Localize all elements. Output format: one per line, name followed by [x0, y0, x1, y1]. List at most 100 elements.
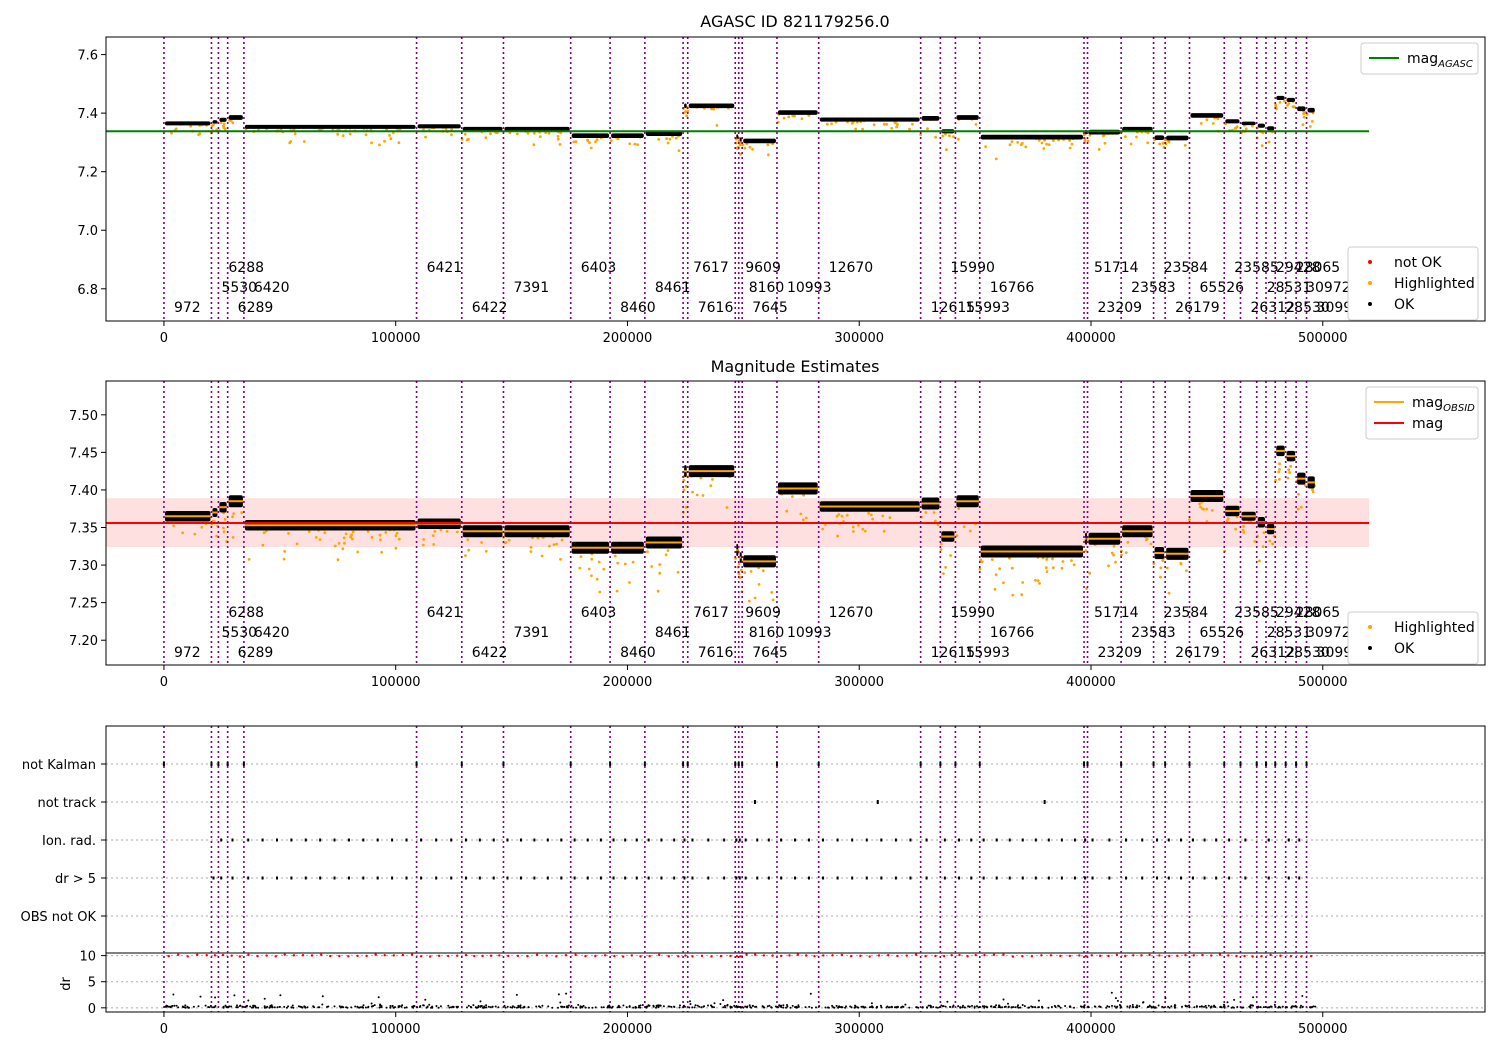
dr-point [1083, 1004, 1086, 1007]
agasc-highlighted-point [1287, 102, 1291, 105]
magnitude-highlighted-point [1296, 507, 1300, 511]
magnitude-highlighted-point [1261, 545, 1265, 548]
magnitude-highlighted-point [1297, 492, 1300, 496]
dr-clipped-marker [338, 954, 341, 958]
dr-point [1154, 1006, 1157, 1009]
agasc-ok-points [743, 138, 776, 144]
flags-plot-area [106, 726, 1485, 1012]
magnitude-highlighted-point [1038, 582, 1041, 585]
magnitude-highlighted-point [433, 530, 437, 533]
magnitude-highlighted-point [666, 549, 670, 552]
ion-rad-marker [735, 838, 738, 842]
dr-point [321, 995, 324, 998]
not-kalman-marker [734, 762, 737, 766]
dr-gt-5-marker [1008, 876, 1011, 880]
dr-point [373, 1004, 376, 1007]
ion-rad-marker [943, 838, 946, 842]
dr-clipped-marker [221, 953, 225, 957]
dr-point [1249, 1004, 1252, 1007]
agasc-obsid-label: 23583 [1131, 280, 1176, 296]
magnitude-obsid-label: 6403 [581, 605, 617, 621]
dr-clipped-marker [230, 954, 233, 957]
dr-point [696, 1004, 699, 1007]
agasc-highlighted-point [767, 153, 770, 157]
magnitude-x-tick-label: 100000 [371, 675, 421, 690]
dr-clipped-marker [1192, 954, 1196, 957]
dr-point [1270, 1005, 1273, 1008]
magnitude-obsid-label: 23583 [1131, 625, 1176, 641]
magnitude-highlighted-point [682, 478, 686, 482]
dr-point [1181, 1005, 1183, 1008]
magnitude-highlighted-point [536, 536, 540, 540]
dr-point [1277, 1006, 1280, 1009]
dr-point [932, 1006, 935, 1008]
agasc-highlighted-point [1260, 144, 1264, 148]
dr-gt-5-marker [995, 876, 998, 880]
not-kalman-marker [741, 762, 744, 766]
dr-gt-5-marker [304, 876, 307, 880]
magnitude-highlighted-point [1011, 593, 1015, 597]
agasc-highlighted-point [1024, 145, 1028, 149]
dr-point [722, 1006, 725, 1009]
agasc-bottom-legend-label: not OK [1394, 255, 1442, 271]
ion-rad-marker [492, 838, 495, 842]
magnitude-highlighted-point [1311, 488, 1314, 492]
dr-point [230, 1005, 233, 1008]
dr-point [1184, 1004, 1187, 1007]
dr-point [1162, 1006, 1165, 1009]
magnitude-highlighted-point [682, 488, 686, 492]
dr-clipped-marker [1158, 954, 1161, 957]
dr-point [1207, 1004, 1210, 1007]
agasc-obsid-label: 16766 [990, 280, 1035, 296]
dr-clipped-marker [813, 955, 816, 958]
agasc-highlighted-point [1161, 141, 1165, 145]
dr-point [1087, 1006, 1090, 1009]
ion-rad-marker [970, 838, 973, 842]
magnitude-highlighted-point [323, 531, 327, 535]
dr-tick-label: 5 [88, 976, 96, 991]
magnitude-highlighted-point [1120, 553, 1123, 557]
magnitude-estimates-panel: Magnitude Estimates 972 5530 6288 6289 6420 6… [69, 357, 1486, 690]
ion-rad-marker [1124, 838, 1127, 842]
dr-point [249, 1005, 252, 1008]
magnitude-highlighted-point [337, 542, 341, 545]
dr-point [1073, 1006, 1075, 1009]
ion-rad-marker [925, 838, 928, 842]
not-kalman-marker [939, 762, 942, 766]
dr-point [946, 1000, 949, 1003]
dr-gt-5-marker [405, 876, 408, 880]
dr-point [860, 1005, 863, 1008]
ion-rad-marker [560, 838, 563, 842]
dr-point [1251, 1004, 1253, 1007]
dr-point [617, 1004, 620, 1007]
not-track-marker [876, 800, 879, 804]
dr-point [887, 1006, 890, 1009]
flag-row-label: not Kalman [22, 758, 96, 773]
dr-point [1259, 1006, 1262, 1009]
dr-clipped-marker [710, 955, 713, 958]
magnitude-highlighted-point [1286, 476, 1290, 480]
magnitude-highlighted-point [684, 484, 688, 488]
agasc-obsid-label: 10993 [787, 280, 832, 296]
dr-point [942, 1005, 945, 1008]
magnitude-highlighted-point [1002, 581, 1005, 585]
magnitude-highlighted-point [1277, 470, 1281, 474]
dr-gt-5-marker [723, 876, 726, 880]
agasc-highlighted-point [668, 137, 672, 141]
magnitude-highlighted-point [851, 525, 855, 529]
magnitude-highlighted-point [1051, 566, 1055, 570]
magnitude-highlighted-point [466, 538, 470, 542]
dr-gt-5-marker [647, 876, 650, 880]
dr-point [560, 1005, 563, 1008]
dr-point [389, 1006, 392, 1009]
agasc-highlighted-point [1040, 141, 1044, 145]
magnitude-plot-area: 972 5530 6288 6289 6420 6421 6422 7391 6403 8460 8… [106, 381, 1370, 665]
ion-rad-marker [909, 838, 912, 842]
dr-point [733, 1004, 736, 1007]
magnitude-highlighted-point [695, 493, 699, 497]
dr-point [1219, 1006, 1222, 1009]
magnitude-highlighted-point [1179, 562, 1183, 566]
dr-point [1023, 1005, 1026, 1008]
dr-gt-5-marker [925, 876, 928, 880]
agasc-highlighted-point [589, 146, 593, 150]
